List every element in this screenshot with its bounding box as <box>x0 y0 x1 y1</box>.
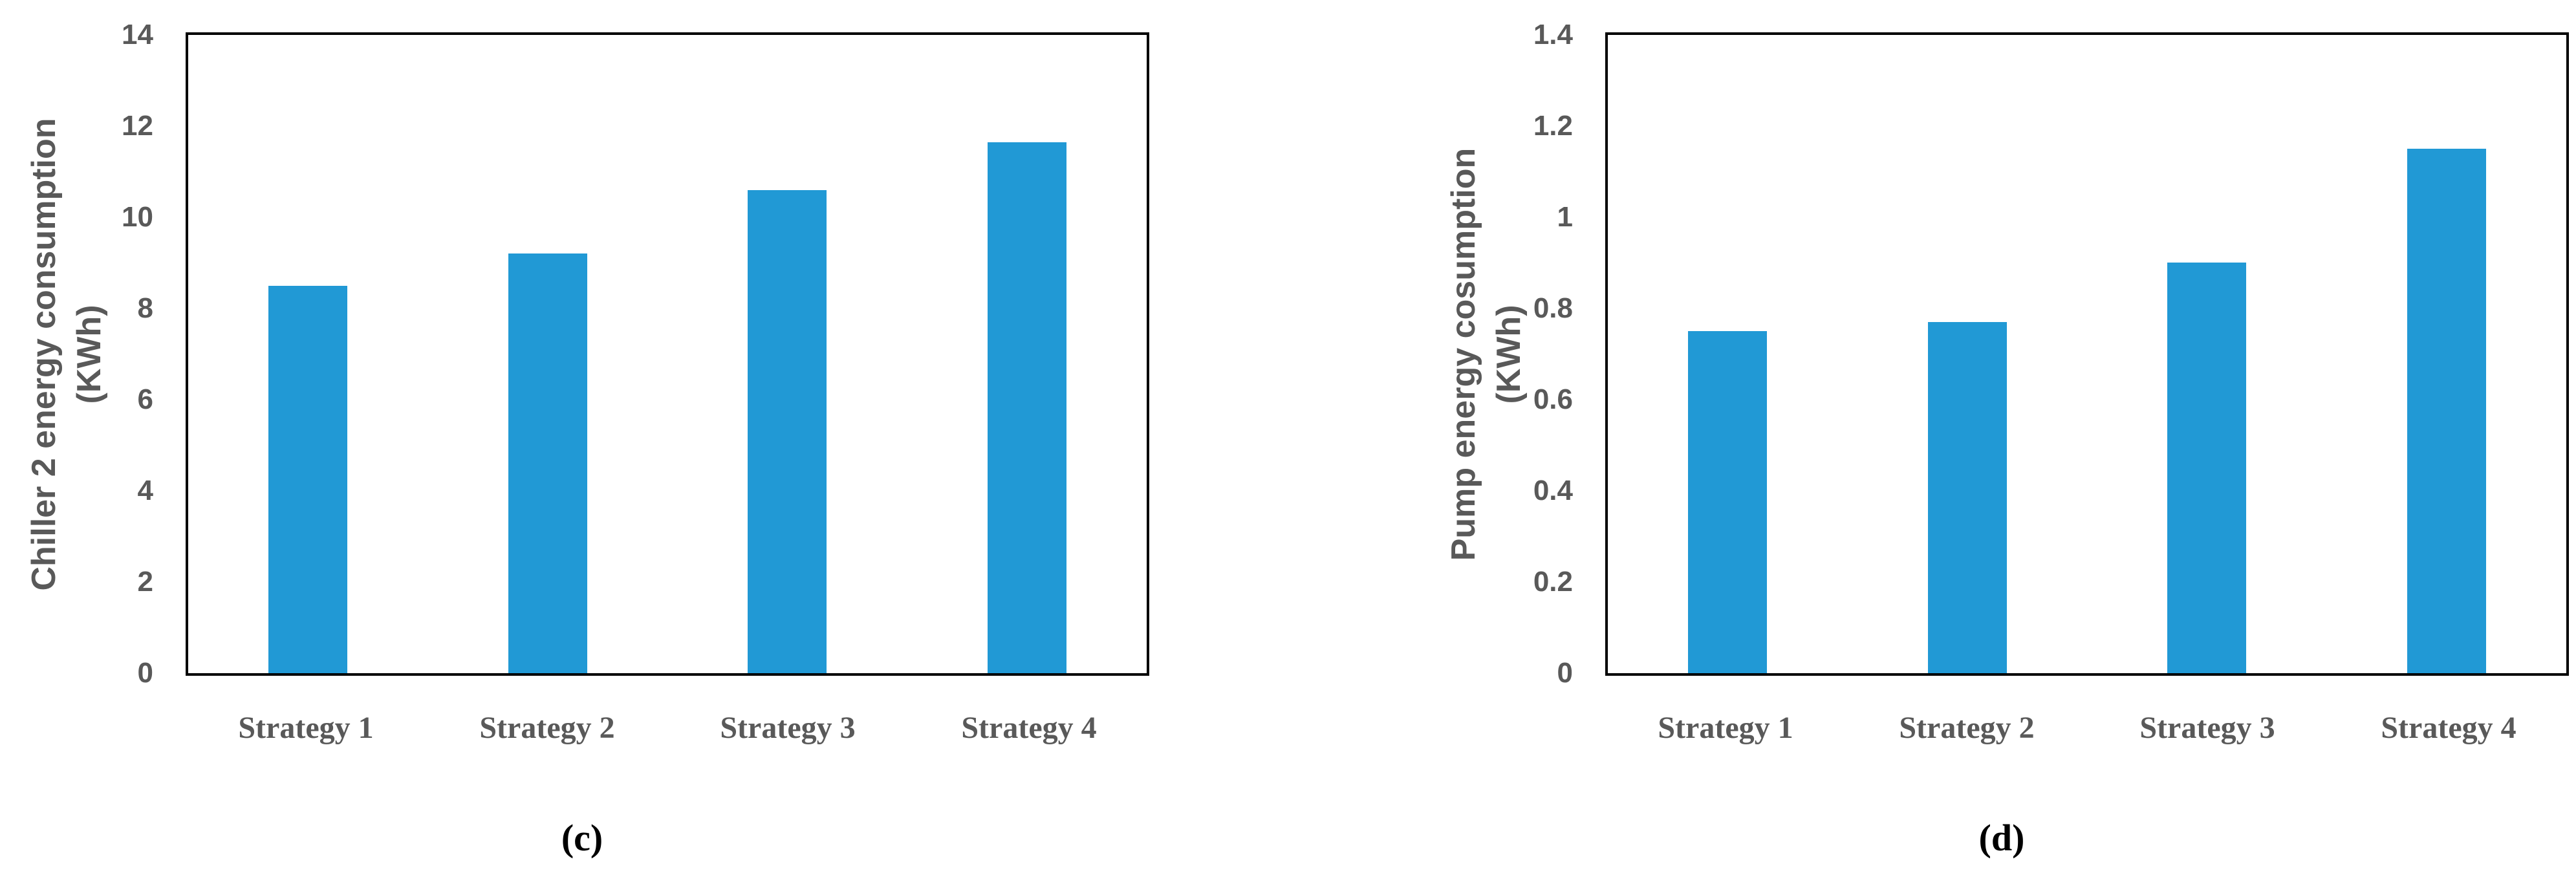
y-axis-title-line2: (KWh) <box>70 304 108 404</box>
y-tick-label: 0.4 <box>1533 475 1573 506</box>
x-category-label: Strategy 2 <box>479 711 615 745</box>
panel-caption: (d) <box>1978 817 2025 859</box>
y-tick-label: 1.2 <box>1533 110 1573 142</box>
bar-strategy-1 <box>1688 331 1767 673</box>
bar-strategy-2 <box>1928 322 2007 673</box>
y-axis-title-line2: (KWh) <box>1490 304 1528 404</box>
y-tick-label: 0.2 <box>1533 566 1573 598</box>
y-tick-label: 4 <box>137 475 153 506</box>
y-axis-title: Pump energy cosumption (KWh) <box>1441 147 1532 561</box>
x-category-label: Strategy 2 <box>1899 711 2035 745</box>
y-tick-label: 8 <box>137 292 153 324</box>
x-category-label: Strategy 4 <box>961 711 1097 745</box>
y-axis-title-line1: Chiller 2 energy consumption <box>25 117 63 591</box>
x-category-label: Strategy 4 <box>2381 711 2516 745</box>
y-tick-label: 2 <box>137 566 153 598</box>
y-tick-label: 6 <box>137 383 153 415</box>
bar-strategy-2 <box>508 253 587 673</box>
plot-area <box>1605 32 2569 676</box>
y-tick-label: 0 <box>137 657 153 689</box>
y-tick-label: 0.6 <box>1533 383 1573 415</box>
x-category-label: Strategy 3 <box>2139 711 2275 745</box>
y-tick-label: 1 <box>1557 201 1573 233</box>
plot-area <box>186 32 1149 676</box>
x-category-label: Strategy 1 <box>1658 711 1793 745</box>
bar-strategy-4 <box>2407 149 2486 673</box>
bar-strategy-3 <box>748 190 827 673</box>
bar-strategy-1 <box>268 286 347 673</box>
y-tick-label: 12 <box>122 110 153 142</box>
y-axis-title: Chiller 2 energy consumption (KWh) <box>21 118 112 590</box>
bar-strategy-3 <box>2167 263 2246 673</box>
y-tick-label: 10 <box>122 201 153 233</box>
panel-caption: (c) <box>561 817 603 859</box>
bar-strategy-4 <box>988 142 1066 673</box>
x-category-label: Strategy 1 <box>238 711 374 745</box>
x-category-label: Strategy 3 <box>720 711 856 745</box>
y-axis-title-line1: Pump energy cosumption <box>1445 147 1482 561</box>
y-tick-label: 14 <box>122 19 153 50</box>
y-tick-label: 1.4 <box>1533 19 1573 50</box>
y-tick-label: 0 <box>1557 657 1573 689</box>
y-tick-label: 0.8 <box>1533 292 1573 324</box>
